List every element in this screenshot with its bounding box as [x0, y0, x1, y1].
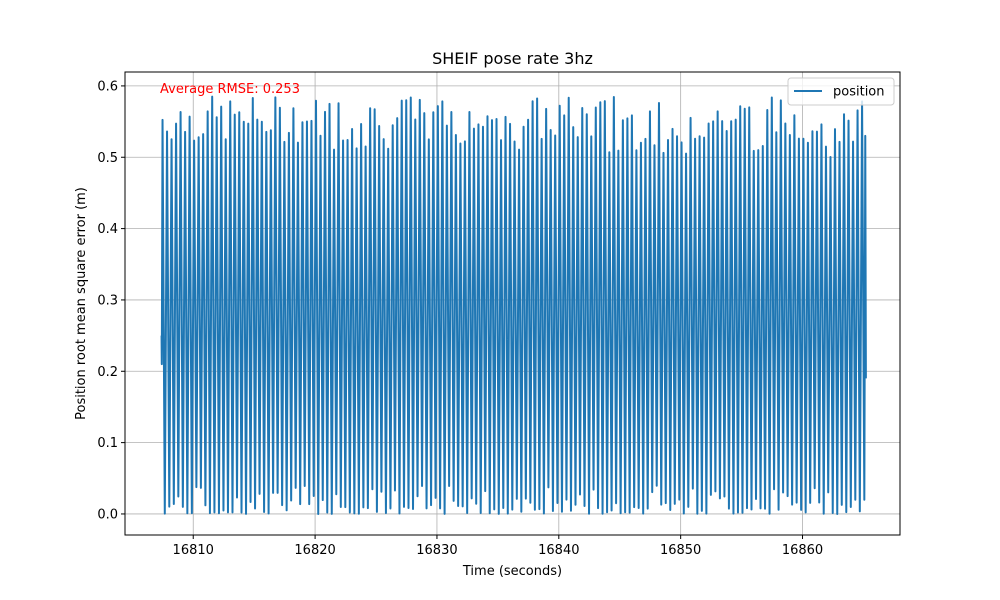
y-tick-label: 0.1 [97, 436, 118, 451]
x-tick-label: 16840 [538, 543, 579, 558]
legend-box [787, 77, 895, 106]
x-axis-label: Time (seconds) [462, 564, 562, 579]
x-tick-label: 16850 [660, 543, 701, 558]
y-tick-label: 0.4 [97, 222, 118, 237]
y-tick-label: 0.6 [97, 79, 118, 94]
y-tick-label: 0.5 [97, 151, 118, 166]
series-layer [160, 95, 867, 515]
y-tick-label: 0.0 [97, 507, 118, 522]
x-tick-label: 16830 [416, 543, 457, 558]
x-tick-label: 16860 [782, 543, 823, 558]
y-axis-label: Position root mean square error (m) [74, 187, 89, 420]
legend-label-position: position [833, 85, 885, 100]
y-ticks: 0.0 0.1 0.2 0.3 0.4 0.5 0.6 [97, 79, 125, 522]
x-ticks: 16810 16820 16830 16840 16850 16860 [173, 535, 823, 558]
x-tick-label: 16820 [294, 543, 335, 558]
axes-frame [124, 71, 901, 536]
legend: position [787, 77, 895, 106]
average-rmse-annotation: Average RMSE: 0.253 [160, 82, 300, 97]
series-line-position [160, 95, 867, 515]
x-tick-label: 16810 [173, 543, 214, 558]
chart-title: SHEIF pose rate 3hz [432, 49, 593, 68]
y-tick-label: 0.2 [97, 365, 118, 380]
y-tick-label: 0.3 [97, 293, 118, 308]
